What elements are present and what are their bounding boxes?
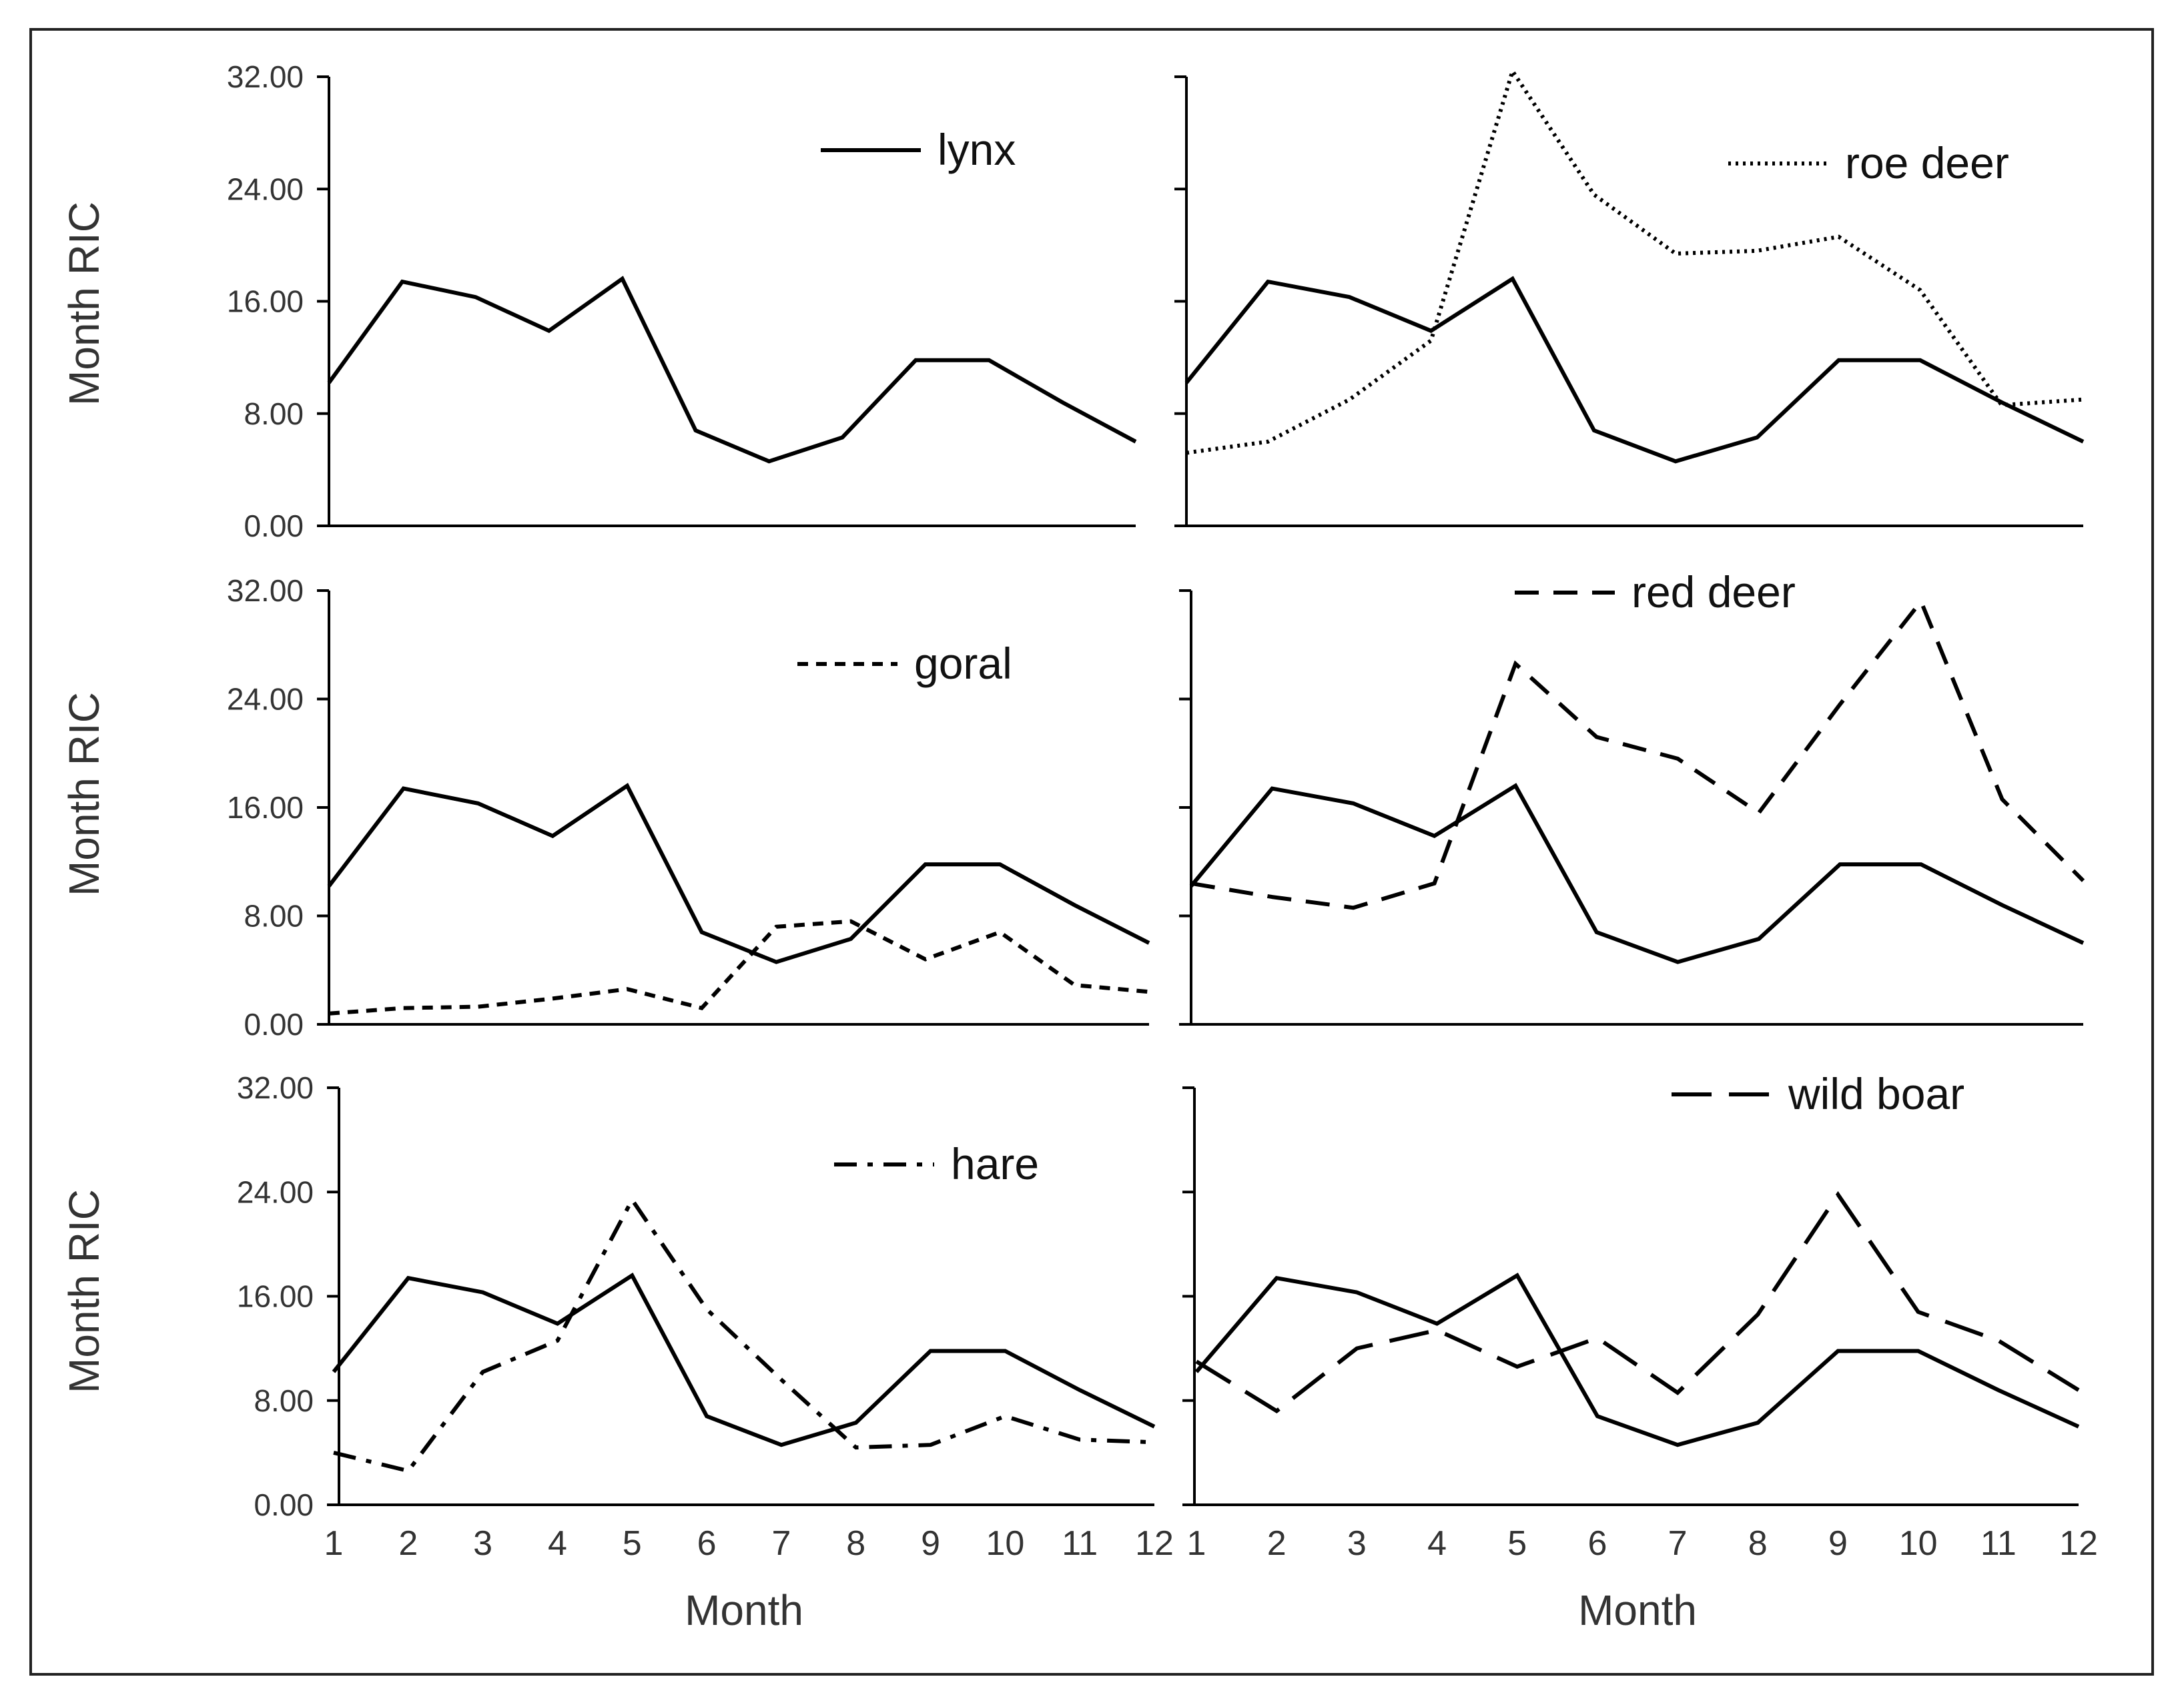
x-tick-label: 4 (548, 1524, 567, 1563)
x-tick-label: 5 (623, 1524, 642, 1563)
x-axis-title: Month (685, 1586, 803, 1634)
x-tick-label: 8 (1748, 1524, 1768, 1563)
y-tick-label: 32.00 (237, 1070, 314, 1105)
series-line-lynx (1184, 276, 2085, 464)
series-line-red-deer (1190, 597, 2085, 910)
chart-panel-4: red deer (1179, 567, 2085, 1026)
x-tick-label: 6 (697, 1524, 717, 1563)
x-tick-label: 11 (1062, 1524, 1098, 1563)
chart-panel-3: 0.00 8.00 16.00 24.00 32.00 Month RIC goral (60, 573, 1150, 1042)
series-line-lynx (1194, 1273, 2080, 1447)
legend-label: lynx (938, 125, 1016, 174)
x-tick-label: 7 (771, 1524, 791, 1563)
y-tick-label: 32.00 (227, 59, 304, 94)
y-tick-label: 8.00 (254, 1383, 314, 1418)
x-tick-label: 12 (2059, 1524, 2098, 1563)
y-tick-label: 8.00 (244, 899, 304, 934)
x-tick-label: 1 (324, 1524, 344, 1563)
y-tick-label: 24.00 (227, 172, 304, 206)
y-tick-label: 8.00 (244, 396, 304, 431)
x-tick-label: 2 (398, 1524, 418, 1563)
x-tick-label: 11 (1980, 1524, 2017, 1563)
x-tick-label: 12 (1135, 1524, 1174, 1563)
y-tick-label: 24.00 (227, 682, 304, 717)
chart-panel-2: roe deer (1174, 66, 2085, 527)
chart-panel-1: 0.00 8.00 16.00 24.00 32.00 Month RIC lynx (60, 59, 1137, 543)
figure-border (29, 28, 2154, 1676)
legend-label: wild boar (1788, 1069, 1964, 1118)
x-tick-label: 9 (1828, 1524, 1848, 1563)
y-axis-title: Month RIC (60, 202, 108, 406)
series-line-lynx (327, 276, 1137, 464)
legend-label: red deer (1631, 567, 1796, 617)
series-line-lynx (327, 783, 1150, 964)
y-tick-label: 32.00 (227, 573, 304, 608)
x-tick-label: 3 (473, 1524, 492, 1563)
x-tick-label: 3 (1347, 1524, 1367, 1563)
y-tick-label: 16.00 (227, 790, 304, 825)
series-line-goral (328, 919, 1150, 1016)
x-tick-label: 1 (1187, 1524, 1206, 1563)
legend-label: hare (951, 1139, 1039, 1188)
legend-label: goral (914, 639, 1012, 688)
x-tick-label: 2 (1267, 1524, 1287, 1563)
y-tick-label: 0.00 (244, 1007, 304, 1042)
x-axis-title: Month (1578, 1586, 1697, 1634)
x-tick-label: 5 (1507, 1524, 1527, 1563)
y-tick-label: 24.00 (237, 1174, 314, 1209)
x-tick-label: 6 (1587, 1524, 1607, 1563)
y-axis-title: Month RIC (60, 1189, 108, 1393)
series-line-roe-deer (1186, 66, 2084, 455)
legend-label: roe deer (1845, 138, 2009, 188)
y-tick-label: 16.00 (237, 1279, 314, 1314)
series-line-lynx (332, 1273, 1156, 1447)
series-line-hare (333, 1196, 1155, 1473)
y-tick-label: 0.00 (244, 508, 304, 543)
y-tick-label: 16.00 (227, 284, 304, 319)
x-tick-label: 4 (1427, 1524, 1447, 1563)
series-line-lynx (1189, 783, 2085, 964)
chart-panels: 0.00 8.00 16.00 24.00 32.00 Month RIC lynx roe … (60, 59, 2098, 1634)
x-tick-label: 7 (1668, 1524, 1688, 1563)
y-tick-label: 0.00 (254, 1487, 314, 1522)
x-tick-label: 10 (1899, 1524, 1938, 1563)
y-axis-title: Month RIC (60, 692, 108, 896)
x-tick-label: 10 (986, 1524, 1024, 1563)
x-tick-label: 8 (846, 1524, 865, 1563)
series-line-wild-boar (1195, 1190, 2080, 1414)
x-tick-label: 9 (921, 1524, 940, 1563)
